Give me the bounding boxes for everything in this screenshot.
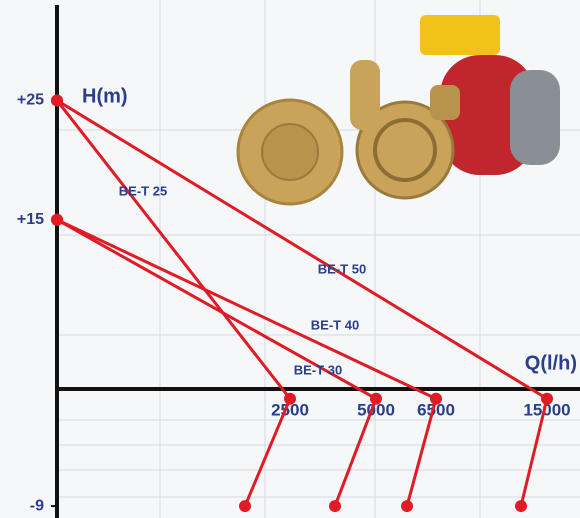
point: [51, 94, 63, 107]
pump-illustration: [236, 15, 560, 206]
y-axis-label: H(m): [82, 85, 128, 107]
series-label: BE-T 40: [311, 317, 359, 332]
series-label: BE-T 25: [119, 183, 167, 198]
point: [430, 392, 442, 405]
x-axis-label: Q(l/h): [525, 352, 577, 374]
point: [329, 500, 341, 513]
point: [239, 500, 251, 513]
series-label: BE-T 30: [294, 362, 342, 377]
point: [370, 392, 382, 405]
y-tick-label: +15: [17, 211, 44, 228]
point: [515, 500, 527, 513]
x-tick-label: 6500: [417, 400, 455, 419]
y-tick-label: -9: [30, 497, 44, 514]
point: [284, 392, 296, 405]
point: [401, 500, 413, 513]
x-tick-label: 15000: [523, 400, 570, 419]
point: [541, 392, 553, 405]
x-tick-label: 2500: [271, 400, 309, 419]
x-tick-label: 5000: [357, 400, 395, 419]
y-tick-label: +25: [17, 92, 44, 109]
point: [51, 213, 63, 226]
series-label: BE-T 50: [318, 261, 366, 276]
